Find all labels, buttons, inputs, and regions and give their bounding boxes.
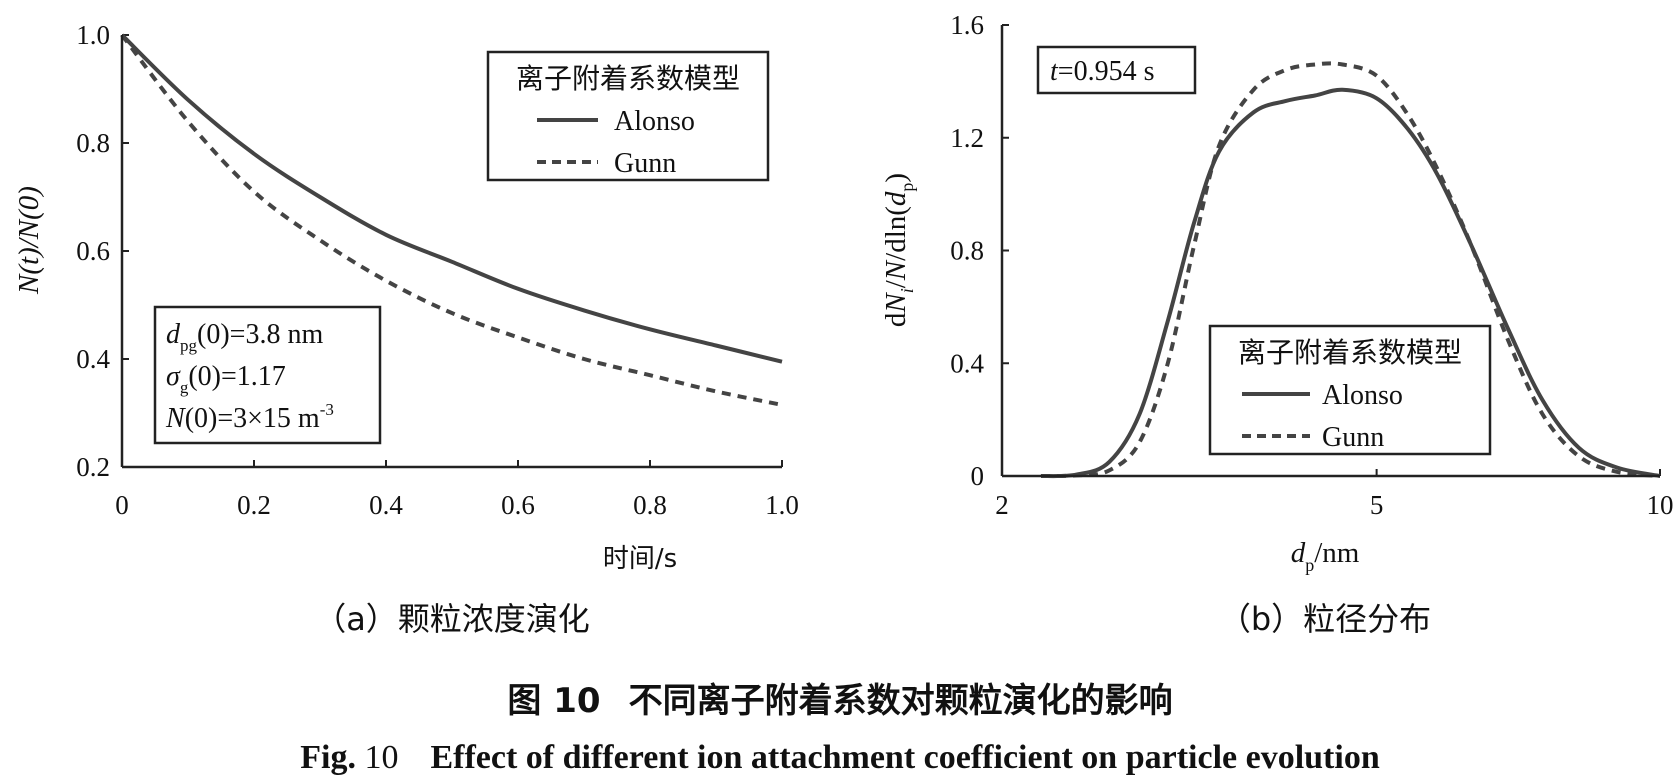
figure-title-en-label: Fig.	[300, 739, 364, 776]
panel-a-x-tick-label: 0.6	[501, 490, 535, 520]
panel-b-x-label: dp/nm	[1291, 537, 1360, 575]
panel-a-y-tick-label: 0.8	[76, 128, 110, 158]
panel-a-annotation-line1: dpg(0)=3.8 nm	[166, 319, 323, 355]
figure-title-en: Fig. 10 Effect of different ion attachmen…	[300, 739, 1380, 776]
panel-b-legend-title: 离子附着系数模型	[1238, 336, 1462, 369]
figure-title-en-num: 10	[364, 739, 398, 776]
panel-b-annotation-line1: t=0.954 s	[1050, 56, 1154, 87]
panel-a-x-tick-label: 0.8	[633, 490, 667, 520]
panel-a-lines	[120, 33, 783, 407]
panel-b-series-gunn	[1040, 61, 1661, 479]
panel-b-x-tick-label: 5	[1370, 490, 1384, 520]
panel-a-caption: （a）颗粒浓度演化	[314, 600, 590, 638]
panel-b-y-label: dNi/N/dln(dp)	[880, 173, 917, 327]
panel-a-x-label: 时间/s	[603, 544, 677, 574]
figure-title-en-text: Effect of different ion attachment coeff…	[430, 739, 1379, 776]
figure-title-cn-text: 不同离子附着系数对颗粒演化的影响	[629, 681, 1173, 721]
panel-a-y-tick-label: 0.6	[76, 236, 110, 266]
panel-a-y-tick-label: 0.2	[76, 452, 110, 482]
panel-a-series-gunn	[120, 33, 783, 407]
panel-a-x-label-text: 时间/s	[603, 544, 677, 574]
panel-b-y-tick-label: 1.2	[950, 123, 984, 153]
panel-a-y-tick-label: 1.0	[76, 20, 110, 50]
panel-a-annotation-line2: σg(0)=1.17	[166, 361, 286, 397]
panel-a-x-tick-label: 0	[115, 490, 129, 520]
panel-b-y-tick-label: 1.6	[950, 10, 984, 40]
panel-a-annotation-line3: N(0)=3×15 m-3	[165, 400, 334, 434]
panel-b-legend: 离子附着系数模型 Alonso Gunn	[1208, 324, 1492, 456]
panel-a-x-tick-label: 0.4	[369, 490, 403, 520]
panel-b-annotation: t=0.954 s	[1036, 45, 1197, 95]
panel-b-y-tick-label: 0	[971, 461, 985, 491]
panel-b-y-tick-label: 0.4	[950, 348, 984, 378]
panel-a-y-tick-label: 0.4	[76, 344, 110, 374]
panel-b-x-tick-label: 2	[995, 490, 1009, 520]
panel-a-y-label: N(t)/N(0)	[13, 186, 45, 295]
panel-b-ticks: 2 5 10 0 0.4 0.8 1.2 1.6	[950, 10, 1673, 520]
panel-b-series-alonso	[1040, 87, 1661, 479]
panel-a-x-tick-label: 1.0	[765, 490, 799, 520]
panel-b-lines	[1040, 61, 1661, 479]
panel-a-legend-gunn: Gunn	[614, 148, 676, 179]
panel-a-x-tick-label: 0.2	[237, 490, 271, 520]
panel-b-legend-alonso: Alonso	[1322, 380, 1403, 411]
panel-a-legend: 离子附着系数模型 Alonso Gunn	[486, 50, 770, 182]
panel-b-y-tick-label: 0.8	[950, 236, 984, 266]
panel-b-x-tick-label: 10	[1647, 490, 1674, 520]
panel-b-caption: （b）粒径分布	[1219, 600, 1431, 638]
panel-b-chart: 2 5 10 0 0.4 0.8 1.2 1.6 dp/nm dNi/N/dln(dp) 离子…	[880, 10, 1674, 638]
figure-title-cn: 图 10 不同离子附着系数对颗粒演化的影响	[507, 681, 1172, 721]
panel-a-legend-alonso: Alonso	[614, 106, 695, 137]
panel-a-legend-title: 离子附着系数模型	[516, 62, 740, 95]
panel-a-chart: 0 0.2 0.4 0.6 0.8 1.00.20.40.60.81.0 时间/s N(t…	[13, 20, 799, 638]
panel-b-legend-gunn: Gunn	[1322, 422, 1384, 453]
panel-a-series-alonso	[120, 33, 783, 364]
figure-title-cn-label: 图 10	[507, 681, 600, 721]
panel-a-annotation: dpg(0)=3.8 nm σg(0)=1.17 N(0)=3×15 m-3	[153, 305, 382, 445]
